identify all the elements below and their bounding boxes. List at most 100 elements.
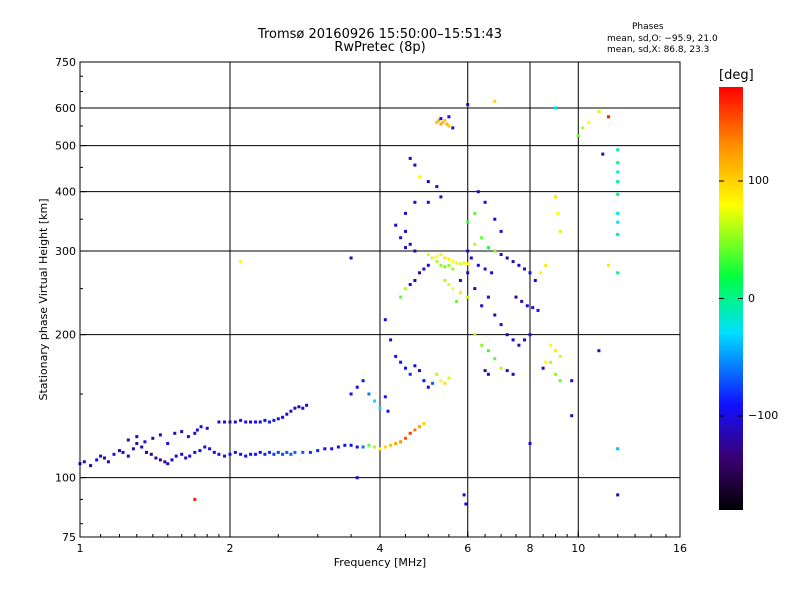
data-point xyxy=(499,253,503,256)
data-point xyxy=(458,291,462,295)
y-tick-label: 750 xyxy=(55,56,76,69)
data-point xyxy=(361,445,365,449)
x-tick-label: 8 xyxy=(527,542,534,555)
data-point xyxy=(193,497,197,501)
phase-stats-o-mode: mean, sd,O: −95.9, 21.0 xyxy=(607,34,718,44)
data-point xyxy=(249,420,253,424)
data-point xyxy=(511,338,515,342)
data-point xyxy=(483,200,487,204)
data-point xyxy=(228,420,232,424)
data-point xyxy=(198,449,202,453)
data-point xyxy=(473,242,477,246)
data-point xyxy=(263,418,267,422)
y-tick-label: 75 xyxy=(62,531,76,544)
y-tick-label: 400 xyxy=(55,186,76,199)
data-point xyxy=(305,403,309,407)
data-point xyxy=(473,333,477,337)
data-point xyxy=(554,195,557,199)
data-point xyxy=(180,430,184,434)
data-point xyxy=(239,260,243,264)
x-axis-title: Frequency [MHz] xyxy=(334,556,426,569)
data-point xyxy=(413,364,417,368)
data-point xyxy=(447,115,451,119)
data-point xyxy=(466,220,470,224)
data-point xyxy=(493,99,497,103)
data-point xyxy=(186,435,190,439)
data-point xyxy=(205,426,209,430)
data-point xyxy=(426,253,430,256)
data-point xyxy=(554,349,557,353)
data-point xyxy=(228,452,232,456)
data-point xyxy=(293,406,297,410)
data-point xyxy=(126,438,130,442)
data-point xyxy=(435,260,439,264)
data-point xyxy=(355,476,359,480)
data-point xyxy=(558,379,562,383)
data-point xyxy=(505,369,509,373)
data-point xyxy=(466,249,470,253)
data-point xyxy=(276,450,280,454)
data-point xyxy=(323,447,327,451)
data-point xyxy=(330,447,334,451)
data-point xyxy=(285,412,289,416)
data-point xyxy=(445,122,449,126)
data-point xyxy=(597,349,601,353)
data-point xyxy=(466,271,470,275)
grid xyxy=(80,62,680,537)
data-point xyxy=(455,261,459,265)
data-point xyxy=(135,442,139,445)
chart-title: Tromsø 20160926 15:50:00–15:51:43 xyxy=(257,27,503,42)
data-point xyxy=(439,379,443,383)
data-point xyxy=(195,428,199,432)
data-point xyxy=(511,260,515,264)
data-point xyxy=(576,134,580,138)
data-point xyxy=(367,443,371,447)
data-point xyxy=(549,343,553,347)
data-point xyxy=(308,450,312,454)
data-point xyxy=(458,279,462,282)
data-point xyxy=(203,445,207,449)
data-point xyxy=(439,253,443,256)
data-point xyxy=(570,379,574,383)
data-point xyxy=(154,456,158,460)
y-tick-label: 200 xyxy=(55,329,76,342)
x-tick-label: 4 xyxy=(377,542,384,555)
data-point xyxy=(483,369,487,373)
data-point xyxy=(166,442,170,445)
data-point xyxy=(435,120,439,124)
y-tick-label: 600 xyxy=(55,102,76,115)
data-point xyxy=(581,126,585,130)
data-point xyxy=(505,256,509,260)
data-point xyxy=(514,295,518,299)
data-point xyxy=(447,283,451,286)
data-point xyxy=(558,354,562,358)
data-point xyxy=(554,372,557,376)
data-point xyxy=(383,445,387,449)
data-point xyxy=(217,420,221,424)
data-point xyxy=(399,360,403,364)
data-point xyxy=(373,399,376,403)
data-point xyxy=(89,464,93,468)
data-point xyxy=(263,452,267,456)
data-point xyxy=(616,233,620,236)
axes: 1 2 4 6 8 10 16 75 100 200 300 400 500 600 750 Frequenc… xyxy=(37,56,687,569)
data-point xyxy=(413,249,417,253)
y-tick-label: 300 xyxy=(55,245,76,258)
data-point xyxy=(163,460,167,464)
data-point xyxy=(466,262,470,266)
data-point xyxy=(140,445,144,449)
data-point xyxy=(413,279,417,282)
data-point xyxy=(408,431,412,435)
data-point xyxy=(184,456,188,460)
data-point xyxy=(404,229,407,233)
y-axis-title: Stationary phase Virtual Height [km] xyxy=(37,198,50,400)
data-point xyxy=(394,354,398,358)
data-point xyxy=(121,450,125,454)
data-point xyxy=(458,262,462,266)
data-point xyxy=(422,267,426,271)
data-point xyxy=(239,452,243,456)
data-point xyxy=(466,295,470,299)
data-point xyxy=(151,436,155,440)
data-point xyxy=(426,180,430,184)
data-point xyxy=(233,420,237,424)
